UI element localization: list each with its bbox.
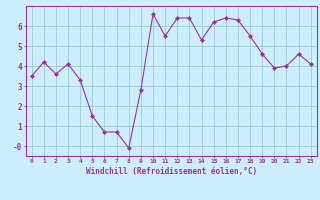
X-axis label: Windchill (Refroidissement éolien,°C): Windchill (Refroidissement éolien,°C)	[86, 167, 257, 176]
